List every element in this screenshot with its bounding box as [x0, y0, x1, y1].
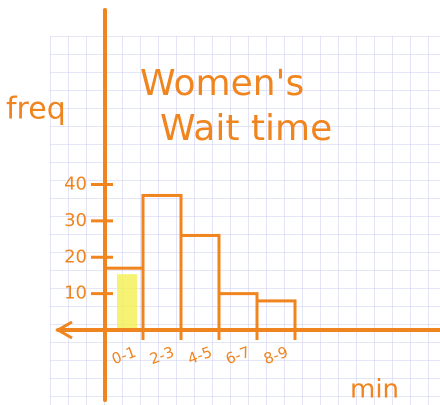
chart-title: Women's [140, 63, 304, 104]
chart: Women'sWait time102030400-12-34-56-78-9 … [0, 0, 440, 405]
highlight [117, 274, 137, 330]
y-tick-label: 20 [64, 246, 87, 267]
y-tick-label: 30 [64, 210, 87, 231]
x-axis-label: min [350, 375, 399, 405]
y-axis-label: freq [6, 92, 66, 127]
y-tick-label: 40 [64, 174, 87, 195]
chart-title: Wait time [160, 108, 332, 149]
y-tick-label: 10 [64, 283, 87, 304]
page: {"chart_data": {"type": "bar", "title": … [0, 0, 440, 405]
